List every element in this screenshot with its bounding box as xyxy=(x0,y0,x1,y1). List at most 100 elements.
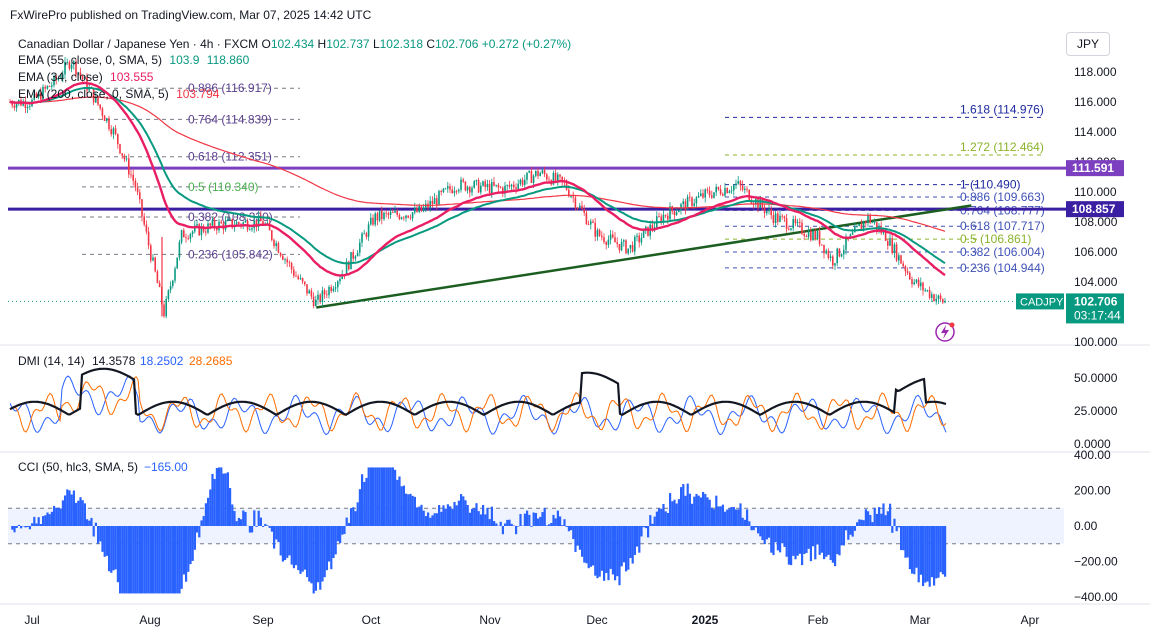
candle-body xyxy=(642,230,645,238)
cci-bar xyxy=(182,526,185,575)
price-tick-label: 108.000 xyxy=(1074,215,1118,229)
cci-bar xyxy=(264,523,267,526)
candle-body xyxy=(469,186,471,193)
cci-bar xyxy=(46,512,49,526)
candle-body xyxy=(634,236,636,252)
candle-body xyxy=(763,207,766,214)
candle-body xyxy=(491,182,493,194)
cci-bar xyxy=(704,493,707,526)
symbol-title: Canadian Dollar / Japanese Yen · 4h · FX… xyxy=(18,37,259,51)
candle-body xyxy=(519,179,522,184)
cci-bar xyxy=(193,526,196,550)
candle-body xyxy=(323,290,326,295)
price-tick-label: 110.000 xyxy=(1074,185,1117,199)
cci-bar xyxy=(543,507,546,526)
candle-body xyxy=(345,261,348,276)
cci-bar xyxy=(693,496,696,526)
candle-body xyxy=(689,196,691,198)
cci-bar xyxy=(198,526,201,538)
cci-bar xyxy=(55,507,58,526)
current-price-label: 102.706 xyxy=(1074,294,1118,308)
cci-bar xyxy=(99,526,102,542)
cci-bar xyxy=(334,526,337,555)
cci-bar xyxy=(449,506,452,526)
candle-body xyxy=(312,296,315,306)
candle-body xyxy=(801,222,803,234)
candle-body xyxy=(893,244,896,254)
cci-bar xyxy=(39,524,42,526)
candle-body xyxy=(466,186,469,191)
cci-bar xyxy=(581,526,584,557)
fib-left-label: 0.618 (112.351) xyxy=(188,150,272,164)
cci-bar xyxy=(312,526,315,594)
ohlc-key-o: O xyxy=(261,37,271,51)
cci-bar xyxy=(671,501,674,526)
ema55-value: 103.9 xyxy=(169,53,200,67)
candle-body xyxy=(354,256,357,259)
cci-bar xyxy=(790,526,793,566)
candle-body xyxy=(662,214,665,223)
candle-body xyxy=(680,204,682,211)
candle-body xyxy=(213,220,216,228)
candle-body xyxy=(216,227,218,231)
cci-bar xyxy=(394,469,397,526)
candle-body xyxy=(933,294,935,302)
cci-bar xyxy=(686,483,689,526)
cci-bar xyxy=(684,495,687,526)
candle-body xyxy=(750,201,753,204)
cci-bar xyxy=(233,510,236,526)
candle-body xyxy=(605,242,607,245)
candle-body xyxy=(136,187,139,193)
cci-bar xyxy=(97,526,100,544)
candle-body xyxy=(304,281,306,285)
candle-body xyxy=(704,189,706,198)
candle-body xyxy=(528,170,530,173)
cci-bar xyxy=(677,499,680,526)
cci-bar xyxy=(523,513,526,526)
candle-body xyxy=(277,243,280,253)
cci-bar xyxy=(882,503,885,526)
candle-body xyxy=(169,285,172,291)
dmi-adx-line xyxy=(9,367,947,417)
candle-body xyxy=(279,252,282,256)
candle-body xyxy=(81,75,84,80)
cci-bar xyxy=(556,510,559,526)
candle-body xyxy=(114,128,117,134)
candle-body xyxy=(462,179,464,182)
cci-bar xyxy=(937,526,940,578)
cci-bar xyxy=(138,526,141,594)
cci-bar xyxy=(880,513,883,526)
cci-bar xyxy=(774,526,777,543)
cci-bar xyxy=(735,509,738,526)
cci-bar xyxy=(396,479,399,526)
candle-body xyxy=(458,189,460,192)
candle-body xyxy=(812,231,814,241)
cci-bar xyxy=(517,526,520,527)
currency-button[interactable]: JPY xyxy=(1066,32,1111,56)
cci-bar xyxy=(515,526,518,535)
candle-body xyxy=(123,155,126,160)
candle-body xyxy=(876,222,878,230)
cci-bar xyxy=(301,526,304,572)
candle-body xyxy=(295,275,297,277)
cci-bar xyxy=(59,508,62,526)
cci-bar xyxy=(510,523,513,526)
candle-body xyxy=(112,128,115,135)
dmi-plus-value: 18.2502 xyxy=(140,354,184,368)
cci-bar xyxy=(196,526,199,533)
candle-body xyxy=(942,298,944,303)
candle-body xyxy=(730,190,733,192)
candle-body xyxy=(625,240,627,254)
cci-bar xyxy=(605,526,608,573)
time-axis-label: Dec xyxy=(586,613,607,627)
cci-bar xyxy=(530,526,533,527)
candle-body xyxy=(576,207,579,209)
cci-bar xyxy=(275,526,278,540)
cci-bar xyxy=(607,526,610,581)
candle-body xyxy=(746,188,748,190)
cci-bar xyxy=(185,526,188,582)
cci-bar xyxy=(565,526,568,528)
cci-bar xyxy=(915,526,918,568)
candle-body xyxy=(422,207,425,212)
